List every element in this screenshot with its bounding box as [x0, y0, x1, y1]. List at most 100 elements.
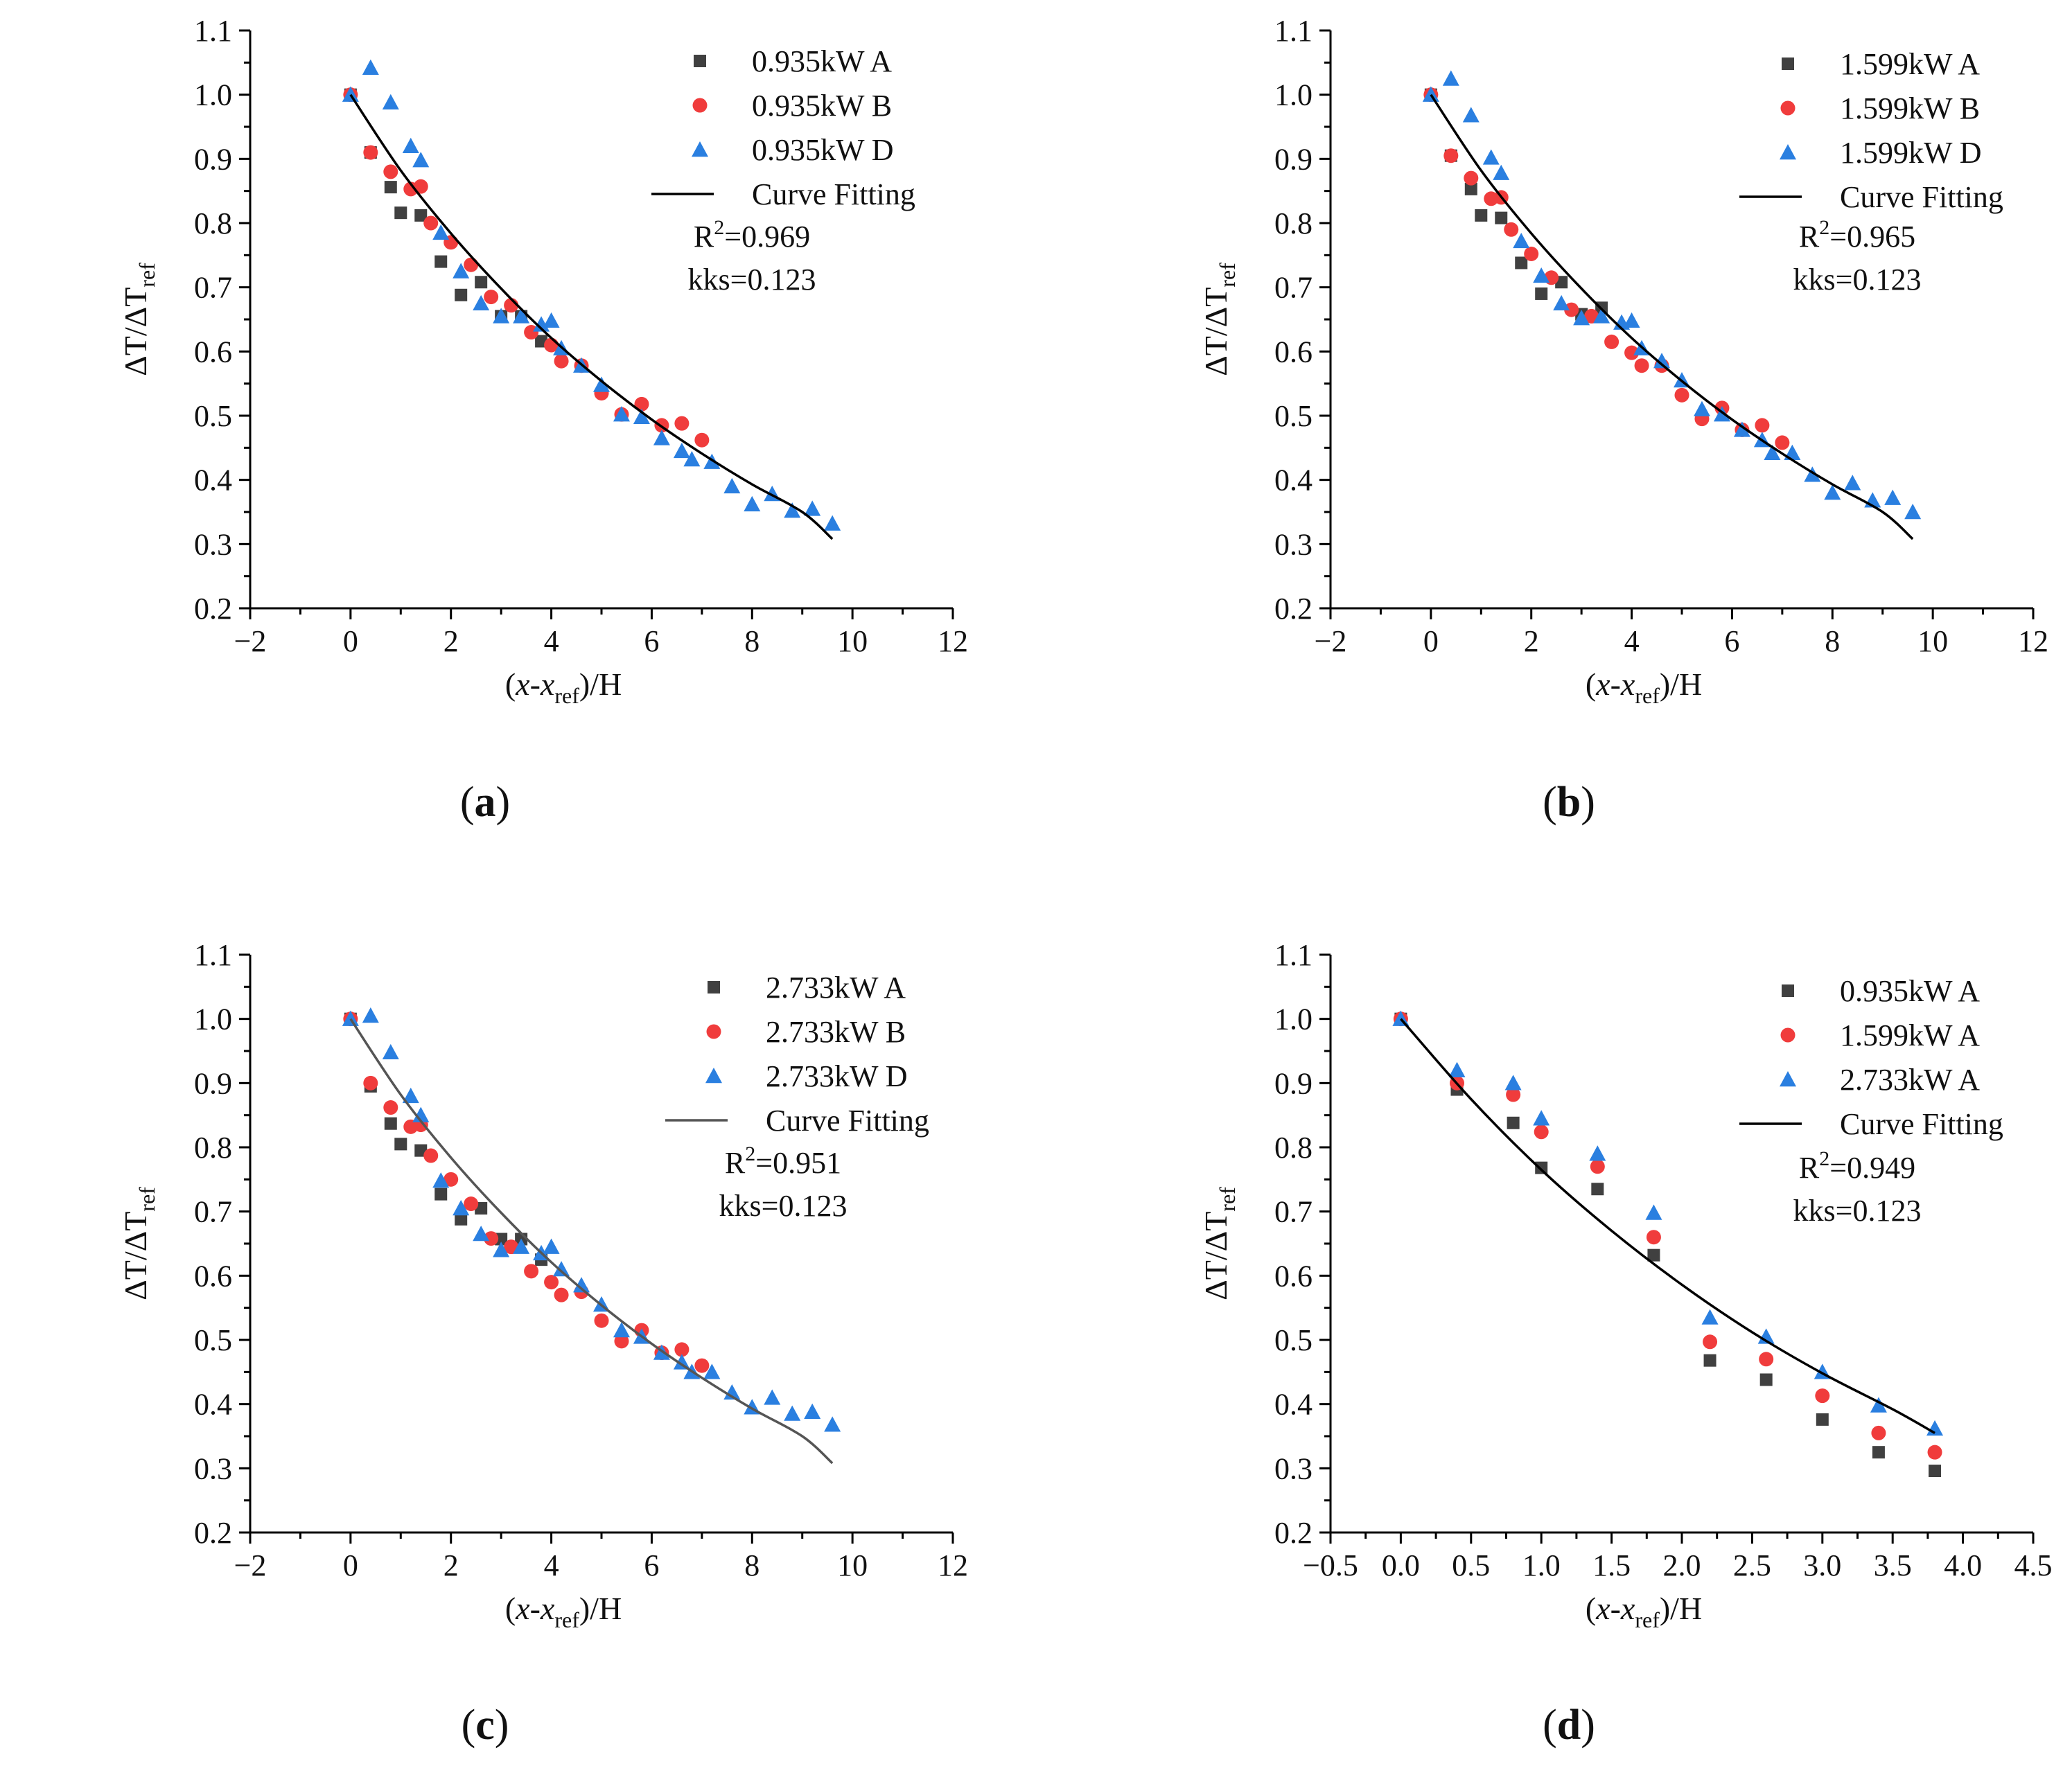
series-circle: [343, 1012, 710, 1373]
chart-panel-c: −2 0 2 4 6 8 10 12 0.2 0.3 0.4 0.5 0.6 0.7 0.8 0.9 1.0 1.…: [118, 938, 968, 1749]
y-tick-label: 0.8: [1274, 206, 1312, 240]
data-point-triangle: [1764, 444, 1781, 460]
series-line: [349, 1018, 834, 1465]
data-point-triangle: [402, 137, 419, 153]
chart-panel-d: −0.5 0.0 0.5 1.0 1.5 2.0 2.5 3.0 3.5 4.0 4.5 0.2 0.3…: [1198, 938, 2053, 1749]
data-point-triangle: [1513, 232, 1530, 249]
data-point-triangle: [473, 1226, 490, 1242]
data-point-circle: [594, 1313, 609, 1328]
panel-label: (c): [462, 1702, 509, 1749]
data-point-circle: [1443, 148, 1459, 164]
data-point-square: [1507, 1116, 1520, 1129]
y-tick-label: 0.6: [1274, 335, 1312, 369]
x-tick-label: −2: [234, 1548, 267, 1582]
series-circle: [1423, 87, 1790, 450]
data-point-circle: [1624, 345, 1640, 360]
data-point-triangle: [683, 451, 701, 467]
data-point-square: [1929, 1465, 1942, 1478]
data-point-circle: [1604, 334, 1619, 349]
data-point-square: [1464, 182, 1477, 195]
y-tick-label: 1.0: [194, 78, 232, 112]
data-point-square: [414, 209, 428, 222]
legend-label: 1.599kW B: [1840, 91, 1980, 125]
x-tick-label: 6: [644, 624, 659, 658]
data-point-circle: [1759, 1352, 1774, 1367]
x-tick-label: 4.0: [1944, 1548, 1982, 1582]
data-point-circle: [444, 1172, 459, 1187]
data-point-triangle: [673, 442, 690, 459]
curve-fitting-line: [1400, 1018, 1935, 1434]
x-tick-label: 1.5: [1592, 1548, 1631, 1582]
series-line: [349, 94, 834, 540]
data-point-triangle: [553, 1261, 570, 1277]
y-tick-label: 0.3: [1274, 527, 1312, 561]
data-point-square: [384, 1117, 397, 1130]
legend-label: Curve Fitting: [1840, 1107, 2003, 1141]
legend-label: 0.935kW D: [752, 133, 894, 167]
series-circle: [343, 87, 710, 448]
x-tick-label: −0.5: [1303, 1548, 1358, 1582]
y-tick-label: 0.6: [194, 1259, 232, 1293]
y-tick-label: 0.7: [1274, 271, 1312, 305]
data-point-square: [1535, 1161, 1548, 1174]
data-point-square: [455, 1212, 468, 1226]
data-point-square: [1872, 1446, 1885, 1459]
legend-label: 2.733kW A: [766, 971, 906, 1005]
data-point-triangle: [533, 316, 550, 332]
y-tick-label: 0.4: [194, 463, 232, 497]
x-tick-label: −2: [1315, 624, 1347, 658]
y-tick-label: 0.5: [194, 1323, 232, 1357]
data-point-triangle: [432, 1172, 450, 1188]
data-point-circle: [383, 1100, 398, 1115]
x-tick-label: 4.5: [2014, 1548, 2053, 1582]
data-point-circle: [1674, 387, 1689, 403]
data-point-circle: [1634, 358, 1649, 373]
data-point-circle: [1506, 1087, 1521, 1102]
legend-marker-circle: [692, 98, 708, 113]
data-point-circle: [694, 432, 710, 448]
y-tick-label: 0.5: [194, 399, 232, 433]
legend-label: Curve Fitting: [766, 1104, 929, 1138]
data-point-triangle: [1701, 1309, 1719, 1325]
legend-label: 0.935kW B: [752, 89, 892, 123]
data-point-triangle: [1884, 489, 1902, 505]
chart-panel-b: −2 0 2 4 6 8 10 12 0.2 0.3 0.4 0.5 0.6 0.7 0.8 0.9 1.0 1.…: [1198, 14, 2048, 826]
chart-panel-a: −2 0 2 4 6 8 10 12 0.2 0.3 0.4 0.5 0.6 0.7 0.8 0.9 1.0 1.…: [118, 14, 968, 826]
x-axis-title: (x-xref)/H: [1586, 666, 1702, 708]
x-tick-label: 3.0: [1803, 1548, 1841, 1582]
data-point-triangle: [804, 1403, 821, 1419]
data-point-square: [1647, 1248, 1660, 1262]
x-tick-label: 8: [1825, 624, 1840, 658]
kks-annotation: kks=0.123: [719, 1189, 848, 1223]
data-point-square: [1515, 256, 1528, 270]
data-point-triangle: [362, 59, 379, 75]
x-tick-label: 4: [544, 1548, 559, 1582]
data-point-triangle: [653, 430, 670, 445]
data-point-triangle: [1589, 1145, 1606, 1161]
data-point-triangle: [1623, 312, 1640, 328]
data-point-circle: [1534, 1124, 1549, 1140]
y-tick-label: 0.4: [1274, 1388, 1312, 1422]
data-point-square: [1816, 1413, 1829, 1426]
x-tick-label: 2.0: [1663, 1548, 1701, 1582]
data-point-triangle: [784, 502, 801, 518]
legend: 2.733kW A 2.733kW B 2.733kW D Curve Fitting: [665, 971, 929, 1138]
y-tick-label: 0.7: [1274, 1195, 1312, 1229]
legend-label: 1.599kW D: [1840, 136, 1982, 170]
data-point-triangle: [453, 263, 470, 279]
x-tick-label: 0.0: [1382, 1548, 1420, 1582]
data-point-circle: [1524, 246, 1539, 261]
data-point-triangle: [764, 1389, 781, 1405]
data-point-triangle: [1733, 421, 1750, 437]
legend-label: Curve Fitting: [752, 177, 915, 211]
x-tick-label: 3.5: [1874, 1548, 1912, 1582]
data-point-triangle: [473, 294, 490, 311]
legend-label: 1.599kW A: [1840, 47, 1980, 81]
data-point-circle: [1755, 418, 1770, 433]
y-tick-label: 0.2: [194, 592, 232, 626]
data-point-triangle: [824, 515, 841, 531]
data-point-circle: [674, 416, 690, 431]
data-point-triangle: [804, 500, 821, 516]
x-tick-label: 10: [1917, 624, 1948, 658]
y-axis-title: ΔT/ΔTref: [118, 1187, 159, 1300]
